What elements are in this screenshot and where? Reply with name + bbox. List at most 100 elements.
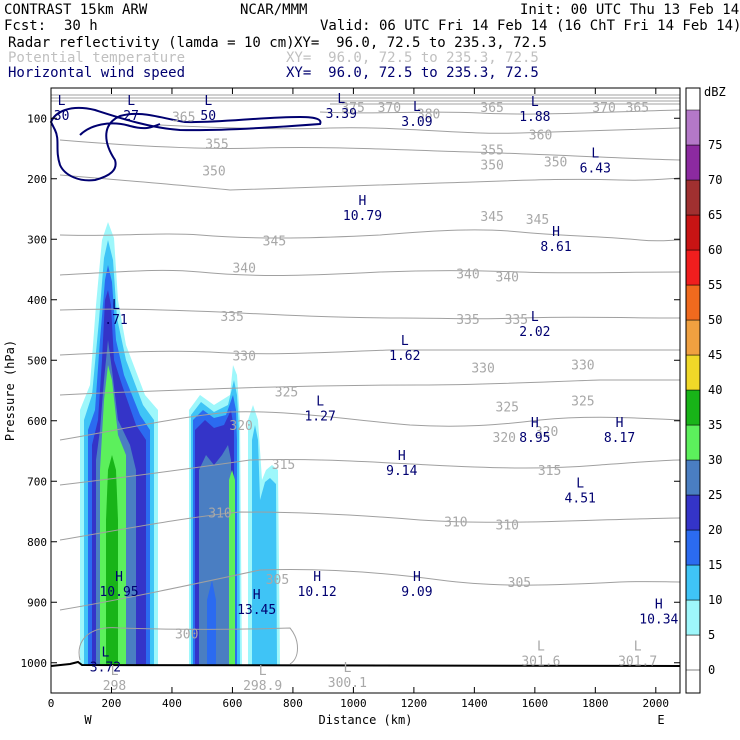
theta-label: 320: [493, 431, 516, 446]
colorbar-unit: dBZ: [704, 85, 726, 99]
extremum-value: 30: [54, 109, 70, 124]
extremum-value: 10.12: [298, 585, 337, 600]
init-time: Init: 00 UTC Thu 13 Feb 14: [520, 2, 740, 18]
terrain-line: [50, 660, 681, 667]
x-tick-label: 800: [283, 697, 303, 710]
extremum-value: .71: [104, 313, 127, 328]
theta-label: 365: [172, 110, 195, 125]
valid-time: Valid: 06 UTC Fri 14 Feb 14 (16 ChT Fri …: [320, 18, 740, 34]
x-tick-label: 2000: [643, 697, 670, 710]
extremum-type: H: [115, 570, 123, 585]
extremum-type: L: [634, 640, 642, 655]
extremum-value: 301.6: [521, 655, 560, 670]
theta-label: 335: [505, 313, 528, 328]
extremum-value: 1.88: [519, 110, 550, 125]
theta-label: 310: [208, 507, 231, 522]
colorbar-swatch: [685, 144, 701, 181]
extremum-type: H: [398, 449, 406, 464]
colorbar-label: 30: [708, 453, 722, 467]
theta-label: 340: [232, 262, 255, 277]
colorbar-swatch: [685, 564, 701, 601]
x-tick-label: 1400: [461, 697, 488, 710]
extremum-type: L: [591, 147, 599, 162]
colorbar-swatch: [685, 599, 701, 636]
wind-contour-layer: [49, 106, 322, 182]
extremum-type: L: [111, 664, 119, 679]
extremum-value: 27: [123, 109, 139, 124]
field-reflectivity-xy: XY= 96.0, 72.5 to 235.3, 72.5: [294, 35, 547, 51]
theta-label: 355: [205, 138, 228, 153]
x-axis-label: Distance (km): [319, 713, 413, 727]
colorbar-label: 40: [708, 383, 722, 397]
extremum-type: L: [337, 92, 345, 107]
extremum-value: 6.43: [580, 162, 611, 177]
colorbar-swatch: [685, 249, 701, 286]
theta-contour-325: [59, 379, 680, 396]
extremum-type: H: [655, 597, 663, 612]
field-reflectivity: Radar reflectivity (lamda = 10 cm): [8, 35, 295, 51]
extremum-type: L: [537, 640, 545, 655]
colorbar-label: 35: [708, 418, 722, 432]
x-tick-label: 200: [102, 697, 122, 710]
theta-contour-layer: [51, 94, 680, 665]
extremum-value: 10.34: [639, 612, 678, 627]
theta-label: 315: [272, 458, 295, 473]
cell2-30dbz: [229, 470, 235, 665]
theta-contour-300: [78, 627, 298, 665]
fcst-value: 30 h: [64, 18, 98, 34]
extremum-value: 8.95: [519, 431, 550, 446]
theta-label: 320: [535, 425, 558, 440]
theta-label: 345: [526, 213, 549, 228]
field-theta-xy: XY= 96.0, 72.5 to 235.3, 72.5: [286, 50, 539, 66]
extremum-type: L: [576, 476, 584, 491]
theta-label: 310: [444, 516, 467, 531]
extremum-value: 298: [103, 679, 126, 694]
extremum-value: 9.09: [401, 585, 432, 600]
extremum-value: 3.39: [326, 107, 357, 122]
theta-contour-340: [59, 269, 680, 276]
y-tick-label: 800: [27, 536, 47, 549]
theta-label: 300: [175, 628, 198, 643]
colorbar-swatch: [685, 319, 701, 356]
extremum-type: L: [112, 298, 120, 313]
extremum-type: L: [343, 661, 351, 676]
colorbar-swatch: [685, 634, 701, 671]
theta-contour-335: [59, 308, 680, 320]
theta-label: 315: [538, 464, 561, 479]
theta-label: 365: [626, 101, 649, 116]
extremum-type: L: [58, 94, 66, 109]
extremum-type: H: [313, 570, 321, 585]
extremum-value: 3.72: [90, 661, 121, 676]
x-tick-label: 1000: [340, 697, 367, 710]
field-wind-xy: XY= 96.0, 72.5 to 235.3, 72.5: [286, 65, 539, 81]
theta-label: 310: [496, 519, 519, 534]
theta-contour-310: [59, 511, 680, 541]
y-axis-label: Pressure (hPa): [3, 340, 17, 441]
colorbar-label: 5: [708, 628, 715, 642]
extremum-value: 8.17: [604, 431, 635, 446]
theta-label: 335: [220, 310, 243, 325]
extremum-type: L: [102, 646, 110, 661]
theta-label: 340: [456, 268, 479, 283]
colorbar-label: 50: [708, 313, 722, 327]
theta-label: 335: [456, 313, 479, 328]
y-tick-label: 300: [27, 233, 47, 246]
colorbar-label: 55: [708, 278, 722, 292]
theta-label: 375: [341, 101, 364, 116]
colorbar-label: 75: [708, 138, 722, 152]
extremum-type: L: [204, 94, 212, 109]
extremum-value: 1.62: [389, 349, 420, 364]
extremum-type: H: [616, 416, 624, 431]
extremum-value: 1.27: [304, 410, 335, 425]
extremum-value: 2.02: [519, 325, 550, 340]
theta-contour-350: [59, 174, 680, 191]
colorbar-swatch: [685, 109, 701, 146]
theta-label: 350: [202, 165, 225, 180]
y-tick-label: 200: [27, 173, 47, 186]
theta-labels: 3453403353303253203153103053003553503653…: [172, 101, 649, 643]
y-tick-label: 100: [27, 112, 47, 125]
colorbar-swatch: [685, 424, 701, 461]
plot-frame: [50, 87, 681, 694]
theta-label: 305: [266, 573, 289, 588]
